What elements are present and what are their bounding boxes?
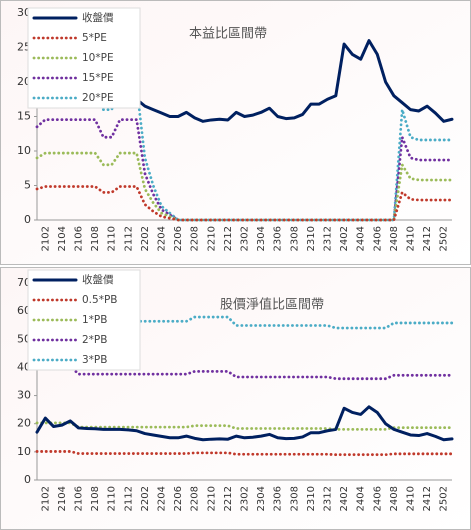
- x-tick-label: 2306: [273, 486, 284, 511]
- x-tick-label: 2308: [289, 486, 300, 511]
- x-tick-label: 2204: [157, 226, 168, 251]
- x-tick-label: 2402: [339, 226, 350, 251]
- x-tick-label: 2502: [439, 486, 450, 511]
- x-tick-label: 2210: [206, 226, 217, 251]
- series-line: [35, 364, 454, 381]
- legend-label: 3*PB: [82, 354, 107, 366]
- legend-label: 收盤價: [82, 11, 114, 24]
- x-tick-label: 2108: [90, 486, 101, 511]
- x-tick-label: 2208: [190, 226, 201, 251]
- y-tick-label: 5: [24, 179, 31, 192]
- y-tick-label: 0: [24, 213, 31, 226]
- y-tick-label: 0: [24, 473, 31, 486]
- x-tick-label: 2202: [140, 486, 151, 511]
- series-line: [35, 405, 454, 442]
- legend-label: 收盤價: [82, 273, 114, 286]
- x-tick-label: 2410: [406, 486, 417, 511]
- x-tick-label: 2108: [90, 226, 101, 251]
- x-tick-label: 2304: [256, 486, 267, 511]
- x-tick-label: 2308: [289, 226, 300, 251]
- x-tick-label: 2312: [323, 226, 334, 251]
- y-tick-label: 15: [17, 110, 31, 123]
- x-tick-label: 2208: [190, 486, 201, 511]
- x-tick-label: 2106: [74, 486, 85, 511]
- x-tick-label: 2306: [273, 226, 284, 251]
- x-tick-label: 2102: [40, 226, 51, 251]
- x-tick-label: 2406: [372, 226, 383, 251]
- x-tick-label: 2206: [173, 486, 184, 511]
- x-tick-label: 2202: [140, 226, 151, 251]
- x-tick-label: 2112: [123, 486, 134, 511]
- legend-label: 5*PE: [82, 32, 107, 44]
- x-tick-label: 2304: [256, 226, 267, 251]
- legend-label: 0.5*PB: [82, 294, 117, 306]
- legend-label: 2*PB: [82, 334, 107, 346]
- x-tick-label: 2412: [422, 226, 433, 251]
- x-tick-label: 2404: [356, 486, 367, 511]
- legend-label: 1*PB: [82, 314, 107, 326]
- y-tick-label: 20: [17, 417, 31, 430]
- x-tick-label: 2106: [74, 226, 85, 251]
- x-tick-label: 2408: [389, 486, 400, 511]
- x-tick-label: 2402: [339, 486, 350, 511]
- x-tick-label: 2210: [206, 486, 217, 511]
- x-tick-label: 2110: [107, 226, 118, 251]
- x-tick-label: 2212: [223, 226, 234, 251]
- series-line: [35, 450, 454, 457]
- x-tick-label: 2102: [40, 486, 51, 511]
- x-tick-label: 2406: [372, 486, 383, 511]
- x-tick-label: 2502: [439, 226, 450, 251]
- chart-title: 本益比區間帶: [189, 27, 267, 42]
- x-tick-label: 2310: [306, 486, 317, 511]
- legend-label: 10*PE: [82, 52, 114, 64]
- chart-title: 股價淨值比區間帶: [220, 297, 324, 313]
- series-line: [35, 307, 454, 330]
- x-tick-label: 2204: [157, 486, 168, 511]
- legend-label: 20*PE: [82, 92, 114, 104]
- series-line: [35, 151, 454, 222]
- x-tick-label: 2104: [57, 226, 68, 251]
- x-tick-label: 2302: [240, 226, 251, 251]
- x-tick-label: 2104: [57, 486, 68, 511]
- legend-label: 15*PE: [82, 72, 114, 84]
- x-tick-label: 2206: [173, 226, 184, 251]
- x-tick-label: 2408: [389, 226, 400, 251]
- x-tick-label: 2312: [323, 486, 334, 511]
- x-tick-label: 2110: [107, 486, 118, 511]
- x-tick-label: 2310: [306, 226, 317, 251]
- x-tick-label: 2404: [356, 226, 367, 251]
- series-line: [35, 421, 454, 431]
- x-tick-label: 2212: [223, 486, 234, 511]
- y-tick-label: 10: [17, 144, 31, 157]
- x-tick-label: 2412: [422, 486, 433, 511]
- x-tick-label: 2112: [123, 226, 134, 251]
- y-tick-label: 10: [17, 445, 31, 458]
- x-tick-label: 2302: [240, 486, 251, 511]
- y-tick-label: 30: [17, 389, 31, 402]
- x-tick-label: 2410: [406, 226, 417, 251]
